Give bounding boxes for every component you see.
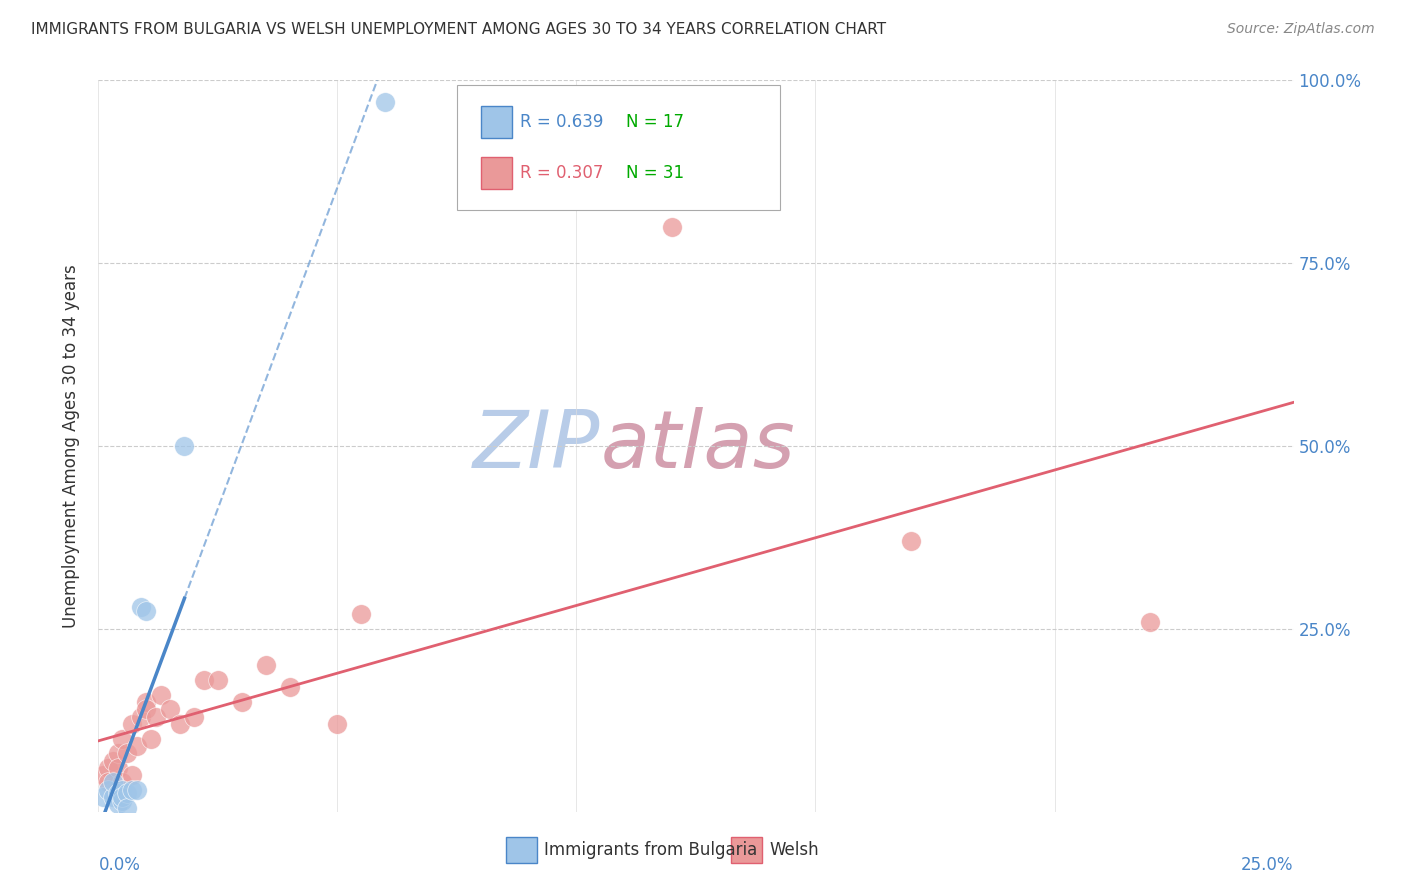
Point [131,709,153,723]
Point [115,801,138,815]
Point [107,797,129,812]
Text: ZIP: ZIP [472,407,600,485]
Point [169,717,191,731]
Text: Source: ZipAtlas.com: Source: ZipAtlas.com [1227,22,1375,37]
Text: N = 31: N = 31 [626,164,683,182]
Point [350,607,373,622]
Point [101,775,124,789]
Point [101,790,124,805]
Point [97,775,120,789]
Point [231,695,253,709]
Point [254,658,277,673]
Point [111,782,134,797]
Point [111,731,134,746]
Point [145,709,167,723]
Point [139,731,162,746]
Text: IMMIGRANTS FROM BULGARIA VS WELSH UNEMPLOYMENT AMONG AGES 30 TO 34 YEARS CORRELA: IMMIGRANTS FROM BULGARIA VS WELSH UNEMPL… [31,22,886,37]
Point [97,761,120,775]
Text: R = 0.307: R = 0.307 [520,164,603,182]
Point [326,717,349,731]
Text: 0.0%: 0.0% [98,855,141,873]
Point [107,761,129,775]
Point [125,739,148,753]
Y-axis label: Unemployment Among Ages 30 to 34 years: Unemployment Among Ages 30 to 34 years [62,264,80,628]
Point [183,709,205,723]
Point [135,702,157,716]
Point [91,768,114,782]
Point [131,599,153,614]
Text: R = 0.639: R = 0.639 [520,113,603,131]
Point [125,782,148,797]
Text: Welsh: Welsh [769,841,818,859]
Text: 25.0%: 25.0% [1241,855,1294,873]
Point [159,702,181,716]
Point [111,775,134,789]
Point [374,95,396,110]
Point [149,688,172,702]
Point [107,787,129,801]
Point [173,439,195,453]
Text: N = 17: N = 17 [626,113,683,131]
Point [101,754,124,768]
Point [111,794,134,808]
Point [900,534,922,549]
Point [135,695,157,709]
Point [278,681,301,695]
Point [207,673,229,687]
Point [121,782,143,797]
Point [97,782,120,797]
Point [121,768,143,782]
Text: Immigrants from Bulgaria: Immigrants from Bulgaria [544,841,758,859]
Point [1139,615,1161,629]
Point [193,673,215,687]
Text: atlas: atlas [600,407,796,485]
Point [115,746,138,760]
Point [135,603,157,617]
Point [661,219,683,234]
Point [91,790,114,805]
Point [121,717,143,731]
Point [107,746,129,760]
Point [111,790,134,805]
Point [115,787,138,801]
